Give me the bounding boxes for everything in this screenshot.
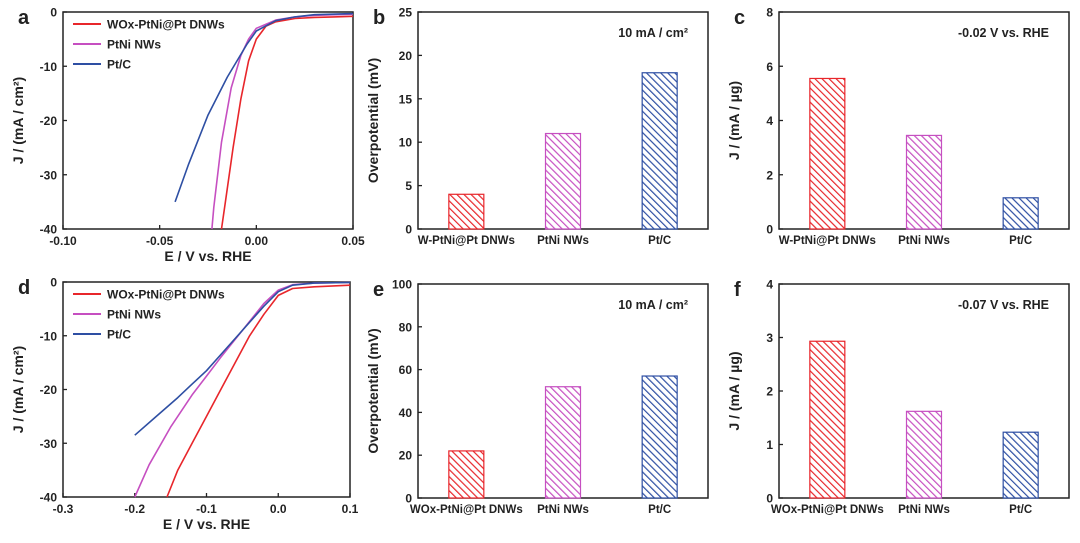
panel-e-annotation: 10 mA / cm² <box>618 298 688 312</box>
panel-c-ytick-label: 2 <box>766 168 773 182</box>
panel-e-ylabel: Overpotential (mV) <box>365 328 381 453</box>
panel-c-category-label: W-PtNi@Pt DNWs <box>779 235 876 247</box>
panel-f-ytick-label: 1 <box>766 438 773 452</box>
panel-a-xtick-label: -0.05 <box>146 234 174 248</box>
panel-f-category-label: WOx-PtNi@Pt DNWs <box>771 504 884 516</box>
panel-f-category-label: Pt/C <box>1009 504 1032 516</box>
panel-b-ytick-label: 25 <box>399 6 413 20</box>
panel-d-legend-label: WOx-PtNi@Pt DNWs <box>107 288 225 302</box>
panel-e-category-label: PtNi NWs <box>537 504 589 516</box>
panel-f-ytick-label: 2 <box>766 385 773 399</box>
panel-a-xtick-label: 0.05 <box>341 234 365 248</box>
panel-e-ytick-label: 60 <box>399 363 413 377</box>
panel-c-bar-1 <box>905 134 943 230</box>
panel-a-ytick-label: 0 <box>50 6 57 20</box>
panel-e-ytick-label: 0 <box>405 492 412 506</box>
panel-e-ytick-label: 100 <box>392 278 412 292</box>
panel-b-ytick-label: 10 <box>399 136 413 150</box>
panel-c-bar-0 <box>809 77 846 230</box>
panel-d-ytick-label: -20 <box>40 383 58 397</box>
panel-a-ytick-label: -20 <box>40 114 58 128</box>
panel-b-ytick-label: 20 <box>399 49 413 63</box>
panel-a-ytick-label: -10 <box>40 60 58 74</box>
panel-e-ytick-label: 80 <box>399 320 413 334</box>
panel-b-bar-0 <box>448 193 485 230</box>
panel-b-category-label: PtNi NWs <box>537 235 589 247</box>
panel-d-xlabel: E / V vs. RHE <box>163 516 250 532</box>
panel-c-ytick-label: 8 <box>766 6 773 20</box>
panel-b-bar-1 <box>544 132 582 230</box>
panel-a-series-2 <box>174 12 354 203</box>
panel-d-xtick-label: -0.1 <box>196 502 217 516</box>
panel-d-ylabel: J / (mA / cm²) <box>10 346 26 433</box>
panel-e-bar-2 <box>641 375 678 499</box>
panel-a-xtick-label: 0.00 <box>245 234 269 248</box>
panel-d-ytick-label: -10 <box>40 329 58 343</box>
panel-e-bar-0 <box>448 450 485 499</box>
panel-f-letter: f <box>734 279 741 301</box>
panel-e-category-label: WOx-PtNi@Pt DNWs <box>410 504 523 516</box>
panel-f-ytick-label: 0 <box>766 492 773 506</box>
panel-e-category-label: Pt/C <box>648 504 671 516</box>
panel-d-series-0 <box>166 284 351 498</box>
panel-f-category-label: PtNi NWs <box>898 504 950 516</box>
panel-a-xtick-label: -0.10 <box>49 234 77 248</box>
panel-b-letter: b <box>373 7 385 29</box>
panel-e-bar-1 <box>544 386 582 499</box>
panel-d-ytick-label: 0 <box>50 276 57 290</box>
panel-b-ytick-label: 5 <box>405 179 412 193</box>
panel-a-series-1 <box>211 13 354 230</box>
panel-b-bar-2 <box>641 72 678 230</box>
panel-e-ytick-label: 40 <box>399 406 413 420</box>
panel-f-annotation: -0.07 V vs. RHE <box>958 298 1049 312</box>
panel-e-letter: e <box>373 279 384 301</box>
panel-b-ylabel: Overpotential (mV) <box>365 58 381 183</box>
panel-d-xtick-label: 0.0 <box>270 502 287 516</box>
panel-a-legend-label: WOx-PtNi@Pt DNWs <box>107 18 225 32</box>
panel-c-ytick-label: 0 <box>766 223 773 237</box>
panel-a-legend-label: PtNi NWs <box>107 38 161 52</box>
panel-c-annotation: -0.02 V vs. RHE <box>958 26 1049 40</box>
panel-c-bar-2 <box>1002 197 1039 230</box>
panel-b-category-label: W-PtNi@Pt DNWs <box>418 235 515 247</box>
panel-d-legend-label: Pt/C <box>107 328 131 342</box>
panel-b-ytick-label: 15 <box>399 92 413 106</box>
panel-c-ytick-label: 6 <box>766 60 773 74</box>
panel-f-bar-0 <box>809 340 846 499</box>
panel-c-category-label: Pt/C <box>1009 235 1032 247</box>
panel-a-xlabel: E / V vs. RHE <box>164 248 251 264</box>
panel-d-ytick-label: -40 <box>40 491 58 505</box>
panel-a-ytick-label: -30 <box>40 168 58 182</box>
panel-c-letter: c <box>734 7 745 29</box>
panel-b-annotation: 10 mA / cm² <box>618 26 688 40</box>
panel-d-xtick-label: 0.1 <box>342 502 359 516</box>
panel-a-ylabel: J / (mA / cm²) <box>10 77 26 164</box>
panel-f-ylabel: J / (mA / µg) <box>726 351 742 430</box>
panel-d-xtick-label: -0.2 <box>124 502 145 516</box>
panel-a-ytick-label: -40 <box>40 223 58 237</box>
panel-d-letter: d <box>18 277 30 299</box>
panel-f-bar-2 <box>1002 431 1039 499</box>
panel-d-series-2 <box>134 281 351 436</box>
panel-f-ytick-label: 4 <box>766 278 773 292</box>
panel-e-ytick-label: 20 <box>399 449 413 463</box>
panel-b-category-label: Pt/C <box>648 235 671 247</box>
panel-d-xtick-label: -0.3 <box>53 502 74 516</box>
panel-c-category-label: PtNi NWs <box>898 235 950 247</box>
panel-d-ytick-label: -30 <box>40 437 58 451</box>
panel-c-ylabel: J / (mA / µg) <box>726 81 742 160</box>
panel-a-legend-label: Pt/C <box>107 58 131 72</box>
panel-b-ytick-label: 0 <box>405 223 412 237</box>
panel-c-ytick-label: 4 <box>766 114 773 128</box>
panel-f-bar-1 <box>905 410 943 499</box>
panel-d-legend-label: PtNi NWs <box>107 308 161 322</box>
panel-a-series-0 <box>220 15 354 230</box>
panel-f-ytick-label: 3 <box>766 331 773 345</box>
panel-a-letter: a <box>18 7 30 29</box>
panel-d-series-1 <box>134 281 351 498</box>
